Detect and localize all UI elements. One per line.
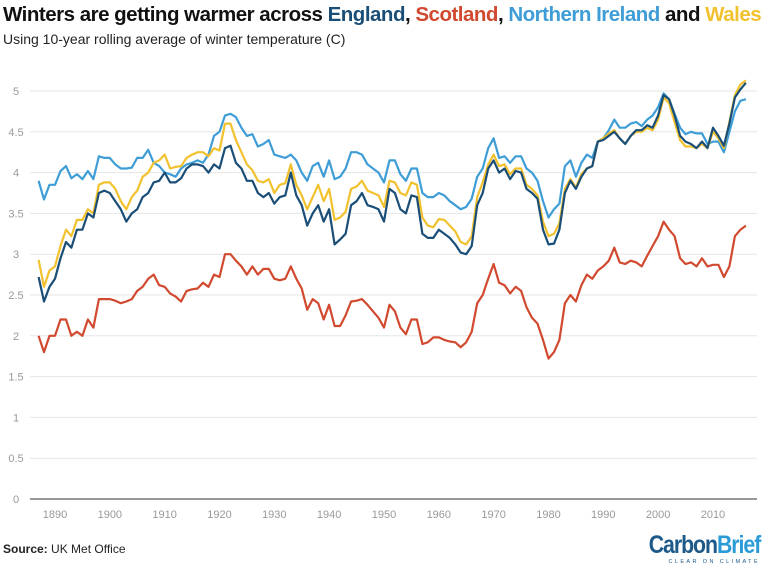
y-tick-label: 5	[13, 86, 19, 98]
title-comma: ,	[404, 3, 416, 26]
x-tick-label: 1910	[152, 509, 176, 521]
source-label: Source:	[3, 542, 48, 556]
x-tick-label: 1920	[207, 509, 231, 521]
title-northern-ireland: Northern Ireland	[508, 3, 660, 26]
series-line-wales	[37, 79, 747, 288]
x-tick-label: 1940	[317, 509, 341, 521]
x-axis: 1890 1900 1910 1920 1930 1940 1950 1960 1970 1980…	[43, 509, 725, 521]
y-tick-label: 4	[13, 168, 19, 180]
y-tick-label: 2	[13, 331, 19, 343]
x-tick-label: 2010	[701, 509, 725, 521]
source-text: UK Met Office	[47, 542, 126, 556]
y-tick-label: 3.5	[8, 208, 23, 220]
x-tick-label: 1950	[372, 509, 396, 521]
title-comma: ,	[497, 3, 509, 26]
x-tick-label: 1900	[98, 509, 122, 521]
title-scotland: Scotland	[415, 3, 498, 26]
title-and: and	[659, 3, 706, 26]
x-tick-label: 1990	[591, 509, 615, 521]
logo-tagline: CLEAR ON CLIMATE	[668, 559, 760, 565]
y-tick-label: 4.5	[8, 127, 23, 139]
chart-subtitle: Using 10-year rolling average of winter …	[3, 31, 346, 47]
source-note: Source: UK Met Office	[3, 542, 126, 556]
y-tick-label: 2.5	[8, 290, 23, 302]
series-line-scotland	[37, 220, 747, 360]
series-lines	[37, 79, 747, 360]
y-tick-label: 1.5	[8, 372, 23, 384]
x-tick-label: 1970	[481, 509, 505, 521]
x-tick-label: 1980	[536, 509, 560, 521]
y-axis: 0 0.5 1 1.5 2 2.5 3 3.5 4 4.5 5	[8, 86, 23, 506]
y-tick-label: 0	[13, 494, 19, 506]
x-tick-label: 1930	[262, 509, 286, 521]
logo-wordmark: CarbonBrief	[648, 531, 761, 559]
x-tick-label: 2000	[646, 509, 670, 521]
y-tick-label: 1	[13, 412, 19, 424]
chart-title: Winters are getting warmer across Englan…	[3, 3, 762, 27]
title-england: England	[327, 3, 406, 26]
title-text: Winters are getting warmer across	[3, 3, 328, 26]
y-tick-label: 0.5	[8, 453, 23, 465]
carbonbrief-logo: CarbonBrief CLEAR ON CLIMATE	[629, 531, 761, 566]
series-line-england	[37, 82, 747, 303]
y-tick-label: 3	[13, 249, 19, 261]
title-wales: Wales	[705, 3, 762, 26]
gridlines	[30, 90, 757, 500]
x-tick-label: 1960	[427, 509, 451, 521]
series-line-northern-ireland	[37, 92, 747, 219]
x-tick-label: 1890	[43, 509, 67, 521]
